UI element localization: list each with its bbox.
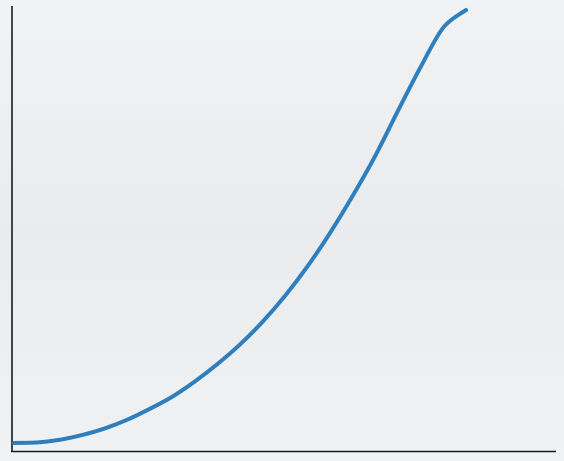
series-line-0	[12, 8, 468, 445]
series-layer	[12, 8, 468, 445]
